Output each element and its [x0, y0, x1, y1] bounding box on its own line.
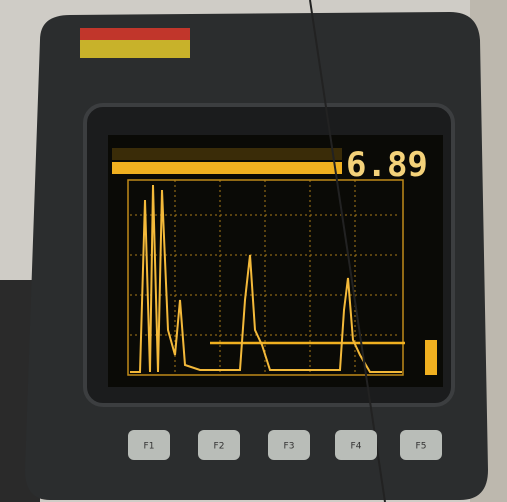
header-bar — [112, 148, 342, 160]
sticker-band — [80, 28, 190, 40]
photo: 6.89 F1 F2 F3 F4 F5 — [0, 0, 507, 502]
button-label: F1 — [144, 442, 155, 452]
header-bar-highlight — [112, 162, 342, 174]
button-label: F5 — [416, 442, 427, 452]
level-bar — [425, 340, 437, 375]
button-label: F4 — [351, 442, 362, 452]
button-label: F2 — [214, 442, 225, 452]
thickness-reading: 6.89 — [346, 145, 428, 185]
page: 6.89 F1 F2 F3 F4 F5 (() => { const data … — [0, 0, 507, 502]
button-label: F3 — [284, 442, 295, 452]
